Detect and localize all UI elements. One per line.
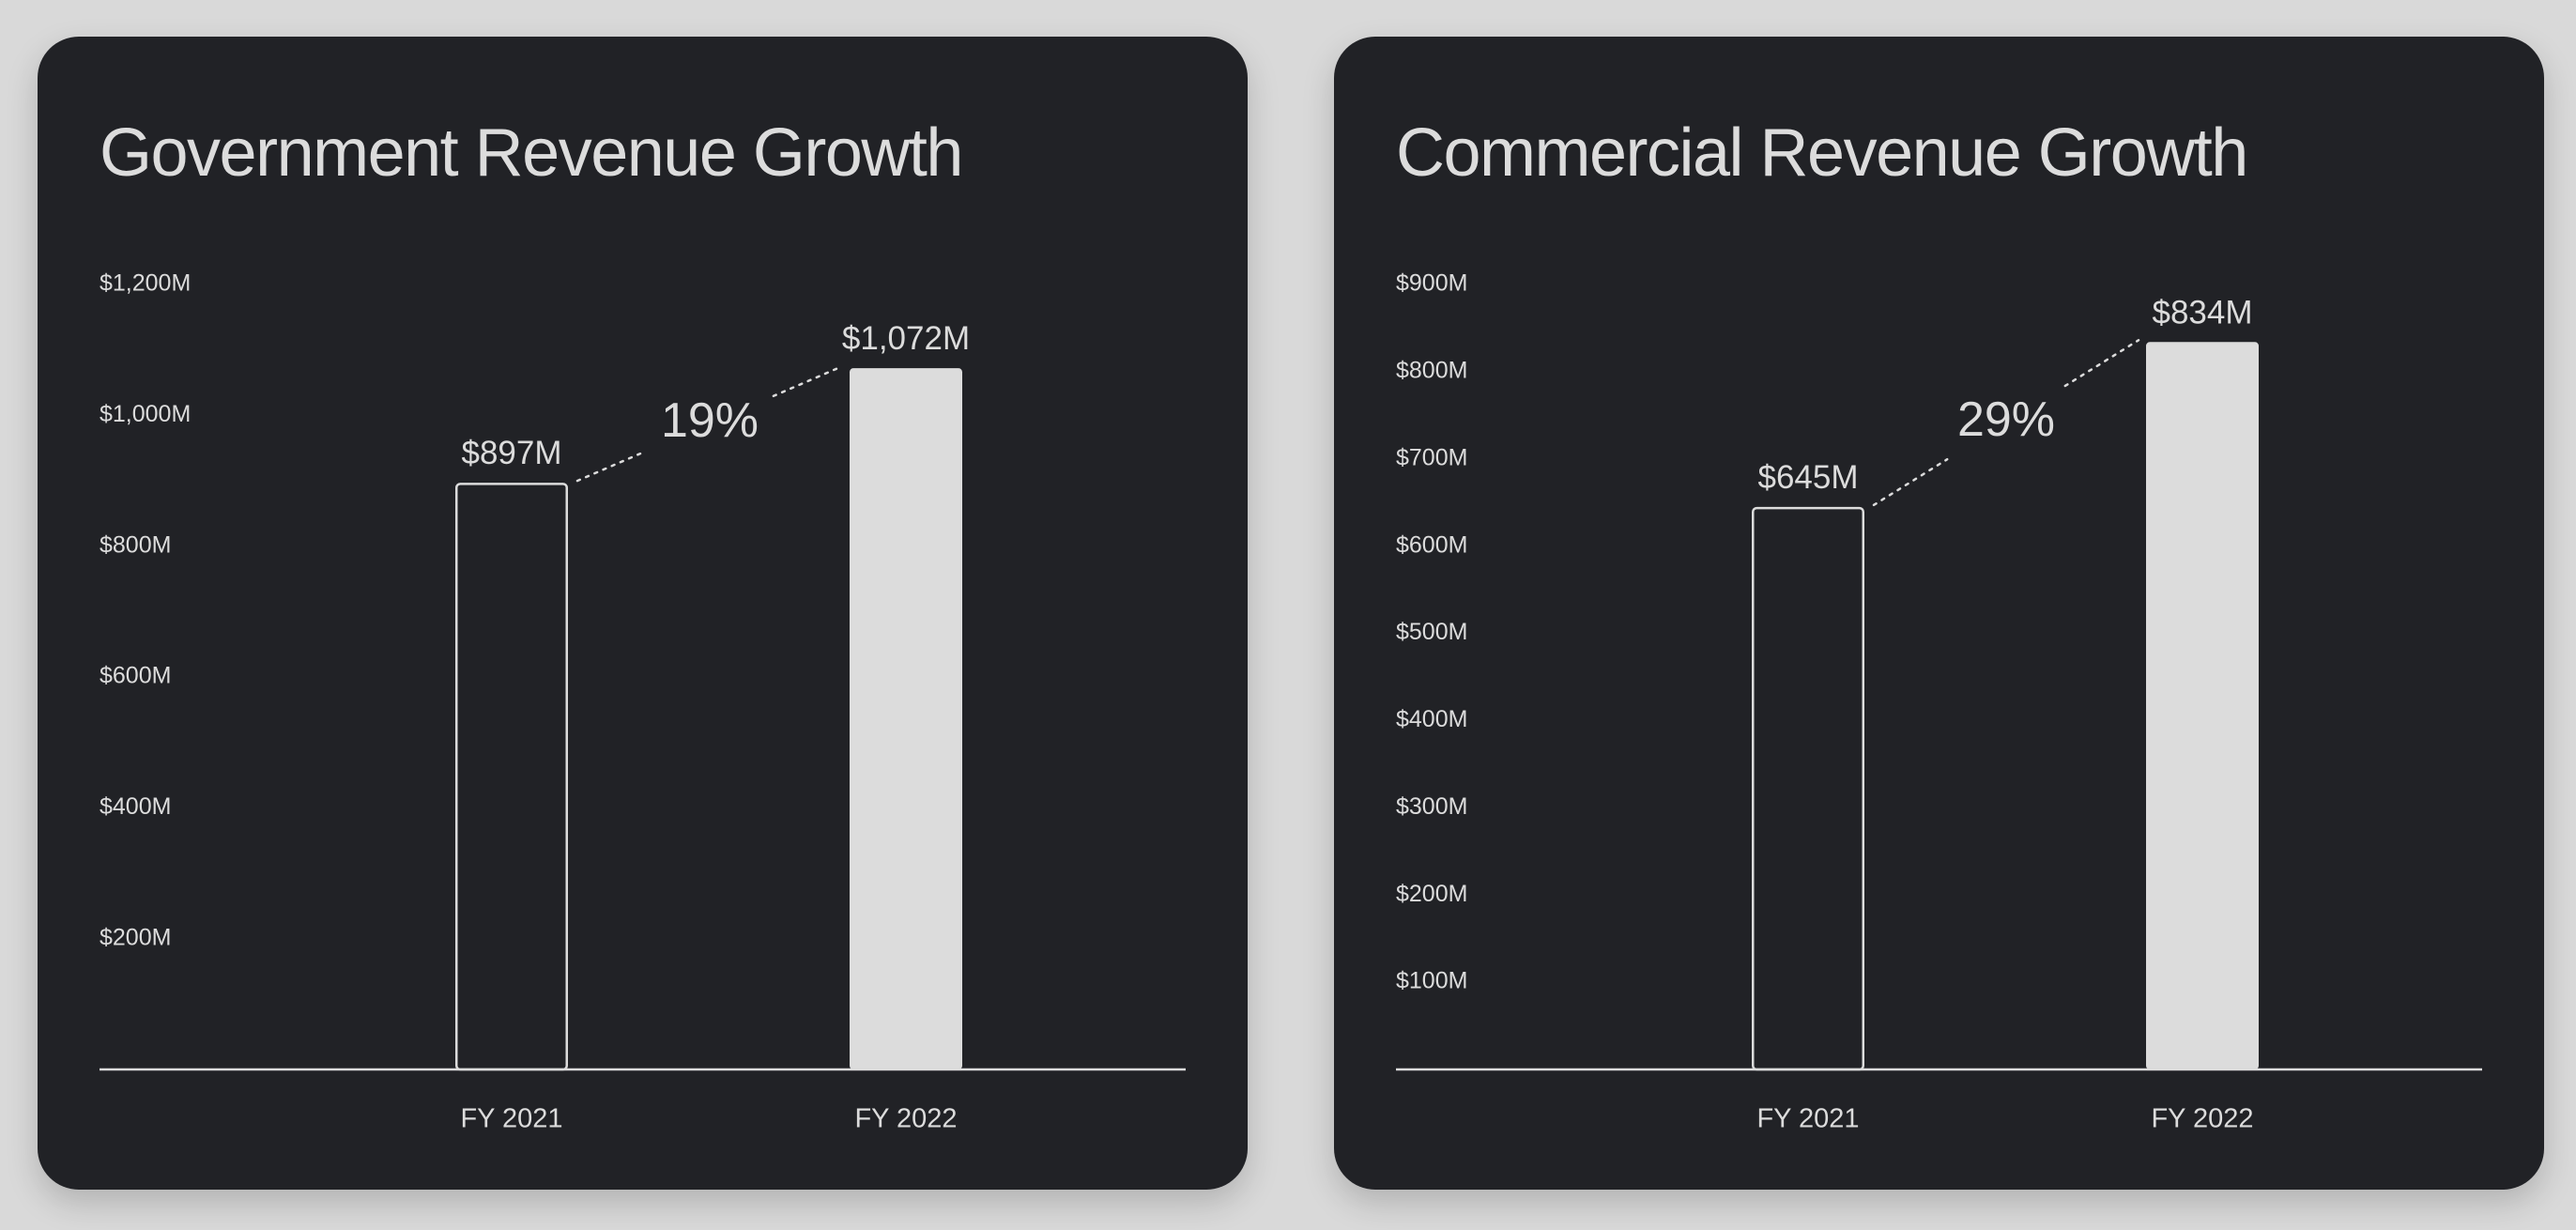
commercial-revenue-chart: $100M $200M $300M $400M $500M $600M $700M $800M… — [1396, 270, 2482, 1134]
bar-fy-2021 — [1752, 506, 1864, 1071]
x-tick-label: FY 2022 — [854, 1104, 957, 1134]
growth-connector — [1872, 457, 1949, 507]
growth-connector — [575, 450, 648, 483]
growth-connector — [2063, 339, 2140, 388]
x-tick-label: FY 2021 — [1756, 1104, 1859, 1134]
bar-value-label: $897M — [461, 435, 561, 471]
bar-value-label: $834M — [2152, 294, 2252, 331]
y-tick-label: $1,200M — [100, 270, 191, 297]
x-tick-label: FY 2021 — [460, 1104, 562, 1134]
bar-fy-2022 — [850, 368, 962, 1069]
bar-fy-2021 — [455, 483, 568, 1071]
growth-connector — [772, 364, 844, 398]
x-tick-label: FY 2022 — [2151, 1104, 2253, 1134]
y-tick-label: $700M — [1396, 444, 1467, 470]
y-tick-label: $100M — [1396, 968, 1467, 994]
bar-value-label: $1,072M — [842, 320, 970, 357]
y-tick-label: $400M — [100, 793, 171, 820]
government-revenue-panel: Government Revenue Growth $200M $400M $600… — [38, 37, 1248, 1190]
y-tick-label: $200M — [100, 924, 171, 950]
y-tick-label: $600M — [1396, 531, 1467, 558]
bar-value-label: $645M — [1757, 459, 1858, 496]
growth-percentage: 19% — [661, 393, 759, 448]
y-tick-label: $200M — [1396, 881, 1467, 907]
y-tick-label: $800M — [1396, 357, 1467, 383]
growth-percentage: 29% — [1957, 392, 2055, 447]
panel-title: Commercial Revenue Growth — [1396, 115, 2248, 191]
y-tick-label: $1,000M — [100, 401, 191, 427]
y-tick-label: $800M — [100, 531, 171, 558]
government-revenue-chart: $200M $400M $600M $800M $1,000M $1,200M $897M F… — [100, 270, 1186, 1134]
y-tick-label: $900M — [1396, 270, 1467, 297]
bar-fy-2022 — [2146, 342, 2259, 1070]
panel-title: Government Revenue Growth — [100, 115, 963, 191]
y-tick-label: $600M — [100, 663, 171, 689]
y-tick-label: $300M — [1396, 793, 1467, 820]
y-tick-label: $500M — [1396, 619, 1467, 645]
commercial-revenue-panel: Commercial Revenue Growth $100M $200M $300… — [1334, 37, 2544, 1190]
y-tick-label: $400M — [1396, 706, 1467, 732]
